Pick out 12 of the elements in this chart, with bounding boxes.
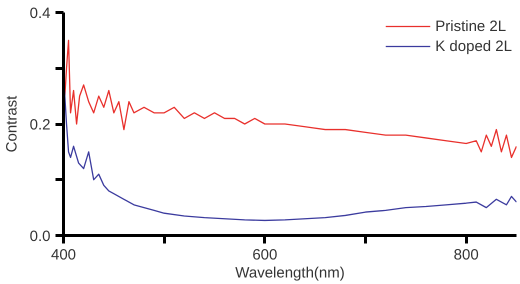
y-tick-label: 0.4 [30, 5, 51, 22]
y-tick-label: 0.0 [30, 228, 51, 245]
x-axis-title: Wavelength(nm) [235, 264, 345, 282]
line-series [64, 40, 516, 158]
legend-label: Pristine 2L [435, 18, 506, 34]
y-axis-title: Contrast [4, 94, 21, 152]
x-tick-label: 600 [252, 246, 278, 264]
x-tick-label: 400 [50, 246, 76, 264]
line-series [64, 90, 516, 222]
x-tick-label: 800 [454, 246, 479, 264]
y-tick-label: 0.2 [30, 116, 51, 134]
legend-label: K doped 2L [435, 38, 512, 54]
